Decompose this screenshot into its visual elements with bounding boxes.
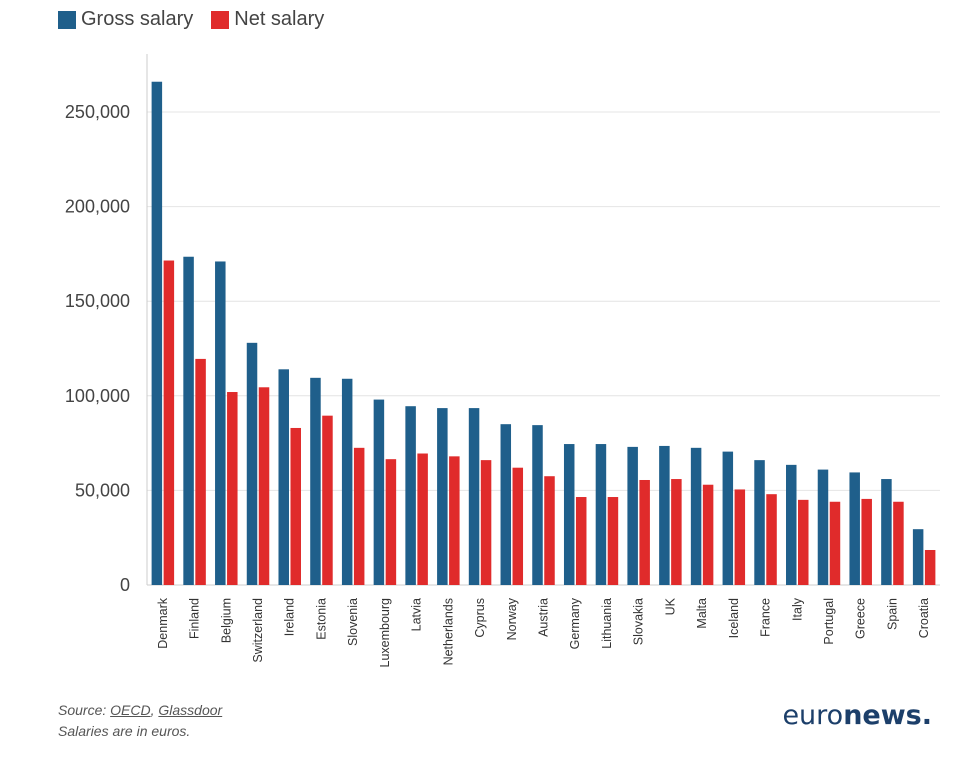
x-tick-label: Estonia (314, 598, 328, 640)
x-tick-label: Lithuania (600, 598, 614, 649)
bar-net (544, 476, 555, 585)
x-tick-label: Ireland (283, 598, 297, 636)
x-tick-label: Denmark (156, 597, 170, 648)
bar-gross (881, 479, 892, 585)
x-tick-label: Cyprus (473, 598, 487, 638)
x-tick-label: Latvia (410, 598, 424, 631)
bar-gross (373, 399, 385, 585)
legend-label-net: Net salary (234, 8, 325, 30)
bar-net (734, 489, 746, 585)
bar-gross (310, 377, 321, 585)
bar-net (258, 387, 270, 585)
bar-net (798, 499, 809, 585)
bar-net (227, 392, 238, 585)
source-line: Source: OECD, Glassdoor (58, 700, 222, 721)
bar-gross (341, 378, 353, 585)
bar-net (607, 497, 619, 585)
legend-swatch-gross (58, 10, 76, 29)
bar-chart: 0 50,000 100,000 150,000 200,000 250,000 Denma… (65, 54, 940, 668)
bar-net (195, 358, 206, 585)
x-tick-label: Austria (537, 598, 551, 637)
x-tick-label: Spain (885, 598, 899, 630)
legend-item-gross[interactable]: Gross salary (58, 8, 193, 31)
bar-net (322, 415, 333, 585)
bar-net (766, 494, 777, 585)
bar-net (449, 456, 460, 585)
x-tick-label: Finland (188, 598, 202, 639)
x-tick-label: Luxembourg (378, 598, 392, 668)
bar-gross (659, 445, 670, 585)
bar-gross (246, 342, 258, 585)
euronews-logo: euronews. (782, 700, 932, 731)
source-link-glassdoor[interactable]: Glassdoor (158, 702, 223, 718)
chart-footer: Source: OECD, Glassdoor Salaries are in … (58, 700, 222, 742)
bar-net (417, 453, 428, 585)
logo-part-news: news. (843, 700, 932, 731)
bar-net (575, 497, 587, 585)
bar-net (512, 467, 524, 585)
bar-net (353, 447, 365, 585)
bar-gross (468, 408, 480, 585)
bar-net (480, 460, 492, 585)
bar-gross (849, 472, 860, 585)
source-link-oecd[interactable]: OECD (110, 702, 151, 718)
legend-label-gross: Gross salary (81, 8, 194, 30)
source-prefix: Source: (58, 702, 111, 718)
bar-net (702, 484, 714, 585)
bar-net (671, 479, 682, 585)
logo-part-euro: euro (782, 700, 844, 731)
x-tick-label: Italy (790, 597, 804, 621)
bar-gross (912, 529, 924, 585)
bar-gross (151, 81, 163, 585)
bar-gross (532, 425, 543, 585)
bar-net (290, 427, 301, 585)
bar-gross (437, 408, 448, 585)
bar-net (639, 479, 650, 585)
legend-swatch-net (211, 10, 230, 29)
y-tick-label: 250,000 (65, 102, 130, 122)
bar-gross (786, 464, 797, 585)
bar-gross (278, 369, 289, 585)
y-tick-label: 100,000 (65, 386, 130, 406)
x-tick-label: Switzerland (251, 598, 265, 663)
x-tick-label: Netherlands (441, 598, 455, 665)
bar-net (861, 498, 872, 585)
y-tick-label: 0 (120, 575, 130, 595)
bar-gross (405, 406, 416, 585)
x-tick-label: Croatia (917, 598, 931, 638)
bar-gross (563, 444, 575, 585)
bar-gross (754, 460, 765, 585)
x-tick-label: Malta (695, 598, 709, 629)
x-tick-label: Slovenia (346, 598, 360, 646)
chart-legend: Gross salary Net salary (58, 8, 342, 31)
x-tick-label: Greece (854, 598, 868, 639)
bar-net (163, 260, 175, 585)
x-tick-label: Norway (505, 597, 519, 640)
bar-gross (183, 256, 194, 585)
x-tick-label: UK (663, 597, 677, 615)
bar-gross (500, 424, 512, 585)
bar-gross (595, 444, 607, 585)
x-tick-label: Germany (568, 597, 582, 649)
y-tick-label: 200,000 (65, 197, 130, 217)
source-separator: , (150, 702, 159, 718)
x-tick-label: Iceland (727, 598, 741, 638)
bar-gross (215, 261, 226, 585)
bar-gross (722, 451, 734, 585)
bar-net (385, 459, 397, 585)
y-tick-label: 50,000 (75, 480, 130, 500)
bar-net (924, 549, 936, 585)
bar-gross (690, 447, 702, 585)
units-note: Salaries are in euros. (58, 723, 191, 739)
x-tick-label: Slovakia (632, 598, 646, 645)
bar-net (893, 501, 904, 585)
bar-gross (817, 469, 829, 585)
bar-gross (627, 446, 638, 585)
y-tick-label: 150,000 (65, 291, 130, 311)
x-tick-label: Belgium (219, 598, 233, 643)
legend-item-net[interactable]: Net salary (211, 8, 324, 31)
x-tick-label: France (759, 598, 773, 637)
x-tick-label: Portugal (822, 598, 836, 645)
bar-net (829, 501, 841, 585)
